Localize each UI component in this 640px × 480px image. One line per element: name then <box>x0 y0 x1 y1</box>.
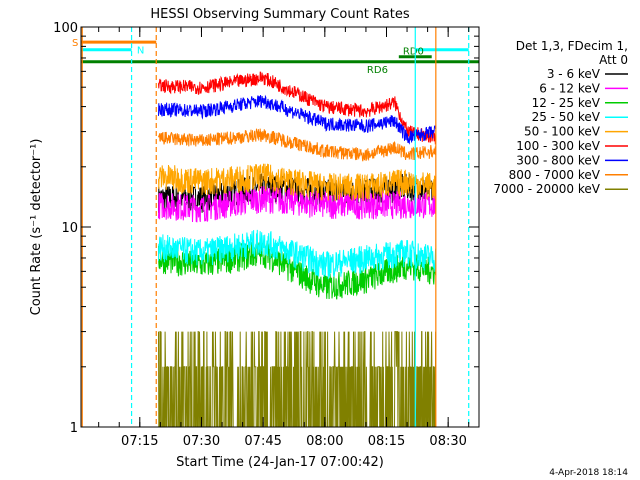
axis-layer: 07:15 07:30 07:45 08:00 08:15 08:30 1 10 100 <box>53 21 479 449</box>
chart-title: HESSI Observing Summary Count Rates <box>150 7 409 22</box>
x-tick-label: 08:15 <box>368 434 405 449</box>
legend-label: 25 - 50 keV <box>532 110 601 124</box>
legend-label: 12 - 25 keV <box>532 96 601 110</box>
series-line <box>158 94 437 145</box>
legend-label: 50 - 100 keV <box>524 125 601 139</box>
x-tick-label: 08:30 <box>429 434 466 449</box>
flag-label: RD0 <box>403 47 424 58</box>
footer-timestamp: 4-Apr-2018 18:14 <box>549 468 628 478</box>
legend-label: 7000 - 20000 keV <box>493 182 600 196</box>
flag-layer: S N RD0 RD6 <box>72 38 479 76</box>
series-300-800-kev <box>158 94 437 145</box>
legend-label: 800 - 7000 keV <box>509 168 601 182</box>
x-tick-label: 08:00 <box>306 434 343 449</box>
y-tick-label: 1 <box>70 421 78 436</box>
x-tick-label: 07:45 <box>244 434 281 449</box>
x-tick-label: 07:30 <box>183 434 220 449</box>
legend-label: 6 - 12 keV <box>539 81 601 95</box>
legend-label: 100 - 300 keV <box>516 139 600 153</box>
x-axis-label: Start Time (24-Jan-17 07:00:42) <box>176 455 384 470</box>
data-layer <box>158 71 437 428</box>
series-800-7000-kev <box>158 128 437 162</box>
series-7000-20000-kev <box>158 331 437 428</box>
legend-label: 3 - 6 keV <box>547 67 601 81</box>
y-tick-label: 100 <box>53 21 78 36</box>
legend-header-line-1: Det 1,3, FDecim 1, <box>516 39 628 53</box>
legend-header-line-2: Att 0 <box>599 53 628 67</box>
series-line <box>158 229 437 279</box>
flag-label: RD6 <box>367 65 388 76</box>
series-line <box>158 71 436 145</box>
series-25-50-kev <box>158 229 437 279</box>
y-axis-label: Count Rate (s⁻¹ detector⁻¹) <box>29 139 44 316</box>
flag-label: S <box>72 38 78 49</box>
series-50-100-kev <box>158 163 437 202</box>
legend-label: 300 - 800 keV <box>516 153 600 167</box>
y-tick-label: 10 <box>61 221 78 236</box>
series-100-300-kev <box>158 71 436 145</box>
series-line <box>158 331 437 428</box>
x-tick-label: 07:15 <box>121 434 158 449</box>
series-line <box>158 163 437 202</box>
series-line <box>158 128 437 162</box>
flag-label: N <box>137 46 144 57</box>
